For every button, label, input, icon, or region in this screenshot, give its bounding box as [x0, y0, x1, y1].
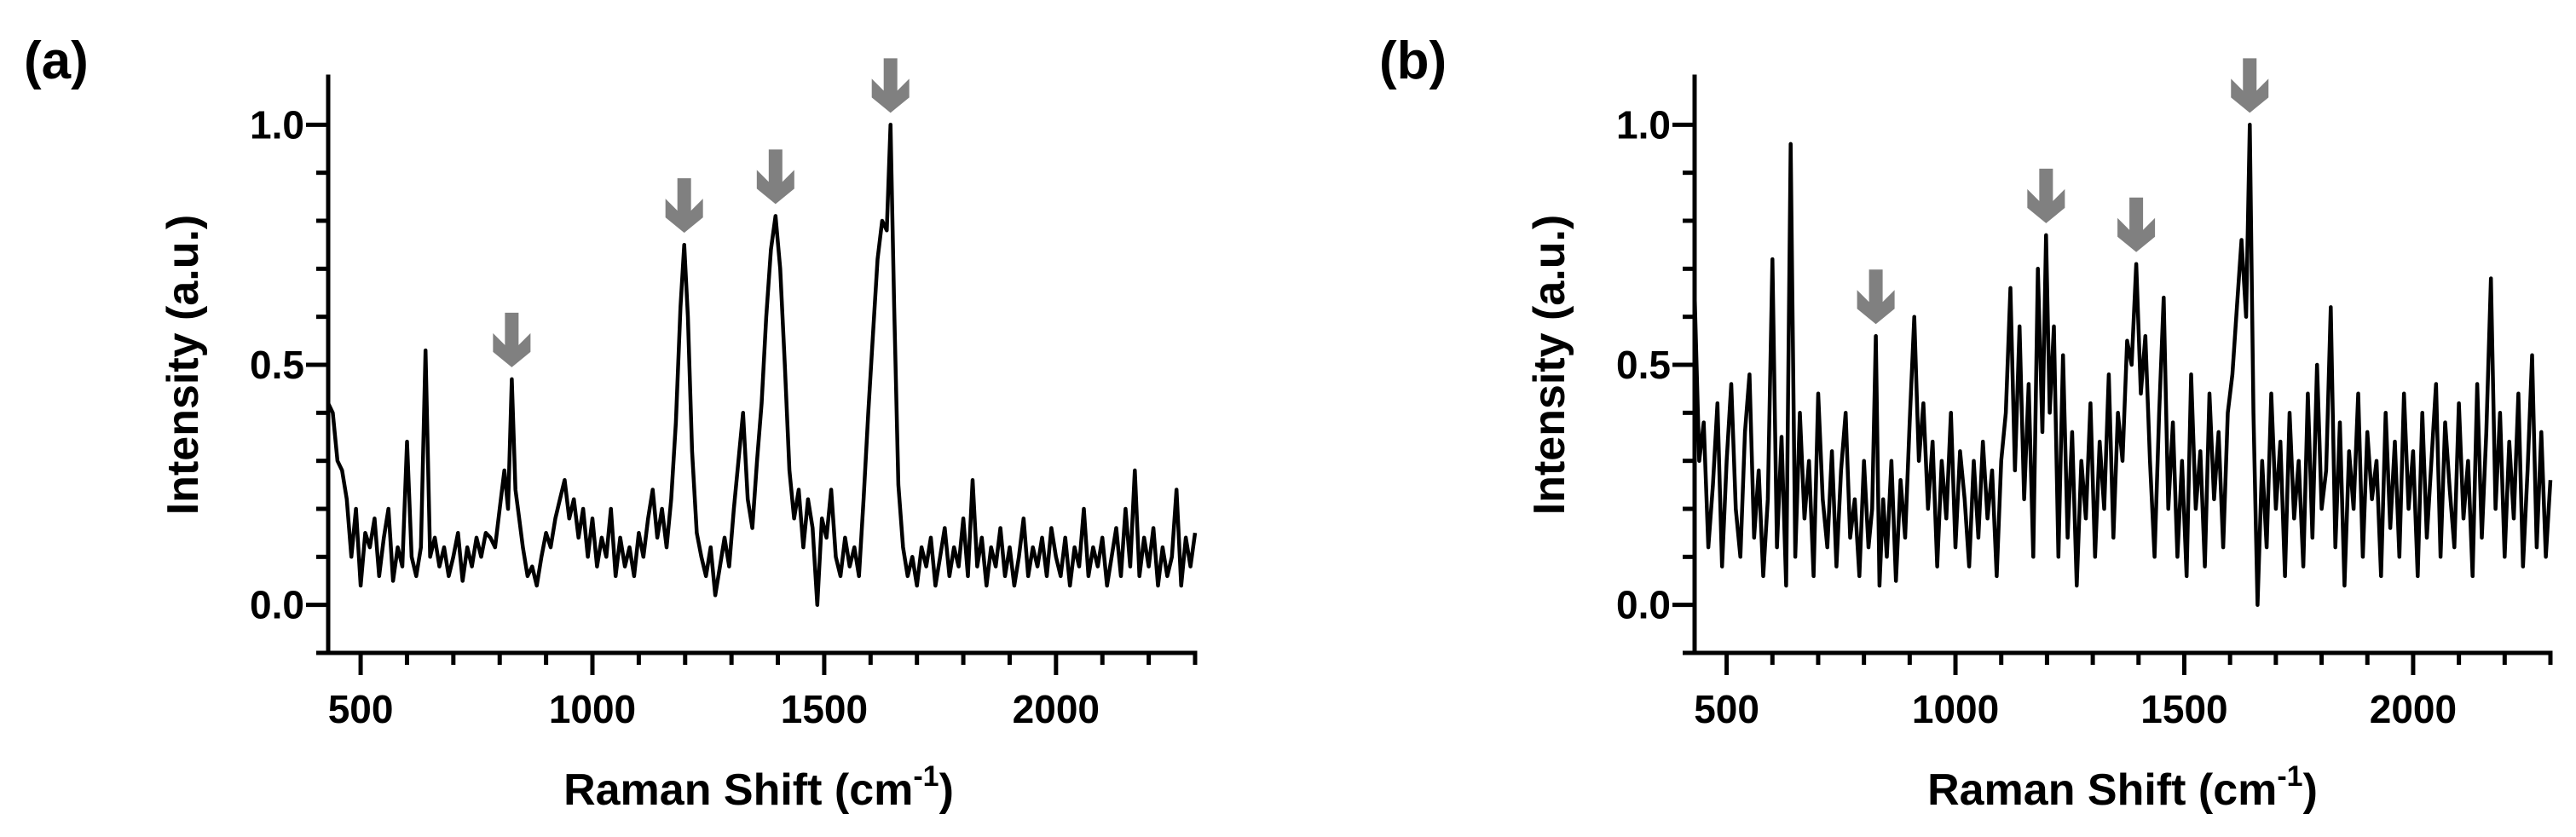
- x-axis-title-superscript: -1: [2277, 760, 2302, 793]
- y-tick-label: 0.0: [250, 583, 304, 627]
- x-tick-label: 500: [328, 687, 394, 731]
- peak-arrow-icon: [1857, 269, 1895, 325]
- x-tick-label: 2000: [2370, 687, 2457, 731]
- chart-panel-b: (b) 0.0 0.5 1.0 500 1000 1500 2000 Raman Shift (…: [1379, 32, 2553, 815]
- x-tick-label: 1500: [781, 687, 868, 731]
- x-axis-title-main: Raman Shift (cm: [1927, 765, 2277, 815]
- x-tick-label: 2000: [1013, 687, 1100, 731]
- y-tick-label: 0.0: [1616, 583, 1671, 627]
- peak-arrow-icon: [665, 178, 703, 234]
- y-axis-title: Intensity (a.u.): [1525, 215, 1574, 515]
- x-axis-title: Raman Shift (cm-1): [563, 760, 954, 815]
- panel-label: (a): [24, 32, 89, 90]
- peak-arrow-icon: [756, 149, 794, 205]
- y-tick-label: 1.0: [1616, 102, 1671, 147]
- x-axis-title: Raman Shift (cm-1): [1927, 760, 2318, 815]
- x-tick-label: 500: [1694, 687, 1759, 731]
- x-axis-title-end: ): [939, 765, 954, 815]
- peak-arrow-icon: [2117, 197, 2156, 252]
- y-tick-label: 0.5: [250, 343, 304, 387]
- spectrum-line: [1692, 123, 2553, 607]
- x-axis-title-end: ): [2303, 765, 2318, 815]
- peak-arrow-icon: [2231, 58, 2269, 113]
- x-tick-label: 1000: [1912, 687, 1999, 731]
- x-tick-label: 1500: [2140, 687, 2227, 731]
- peak-arrow-icon: [2027, 168, 2065, 223]
- x-axis-title-main: Raman Shift (cm: [563, 765, 913, 815]
- panel-label: (b): [1379, 32, 1447, 90]
- spectrum-line: [326, 123, 1198, 607]
- y-tick-label: 0.5: [1616, 343, 1671, 387]
- peak-arrow-icon: [493, 312, 531, 367]
- x-axis-title-superscript: -1: [913, 760, 939, 793]
- x-tick-label: 1000: [549, 687, 636, 731]
- peak-arrow-icon: [871, 58, 910, 113]
- chart-panel-a: (a) 0.0 0.5 1.0 500 1000 1500 2000 Raman Shift (…: [24, 32, 1198, 815]
- y-tick-label: 1.0: [250, 102, 304, 147]
- y-axis-title: Intensity (a.u.): [159, 215, 208, 515]
